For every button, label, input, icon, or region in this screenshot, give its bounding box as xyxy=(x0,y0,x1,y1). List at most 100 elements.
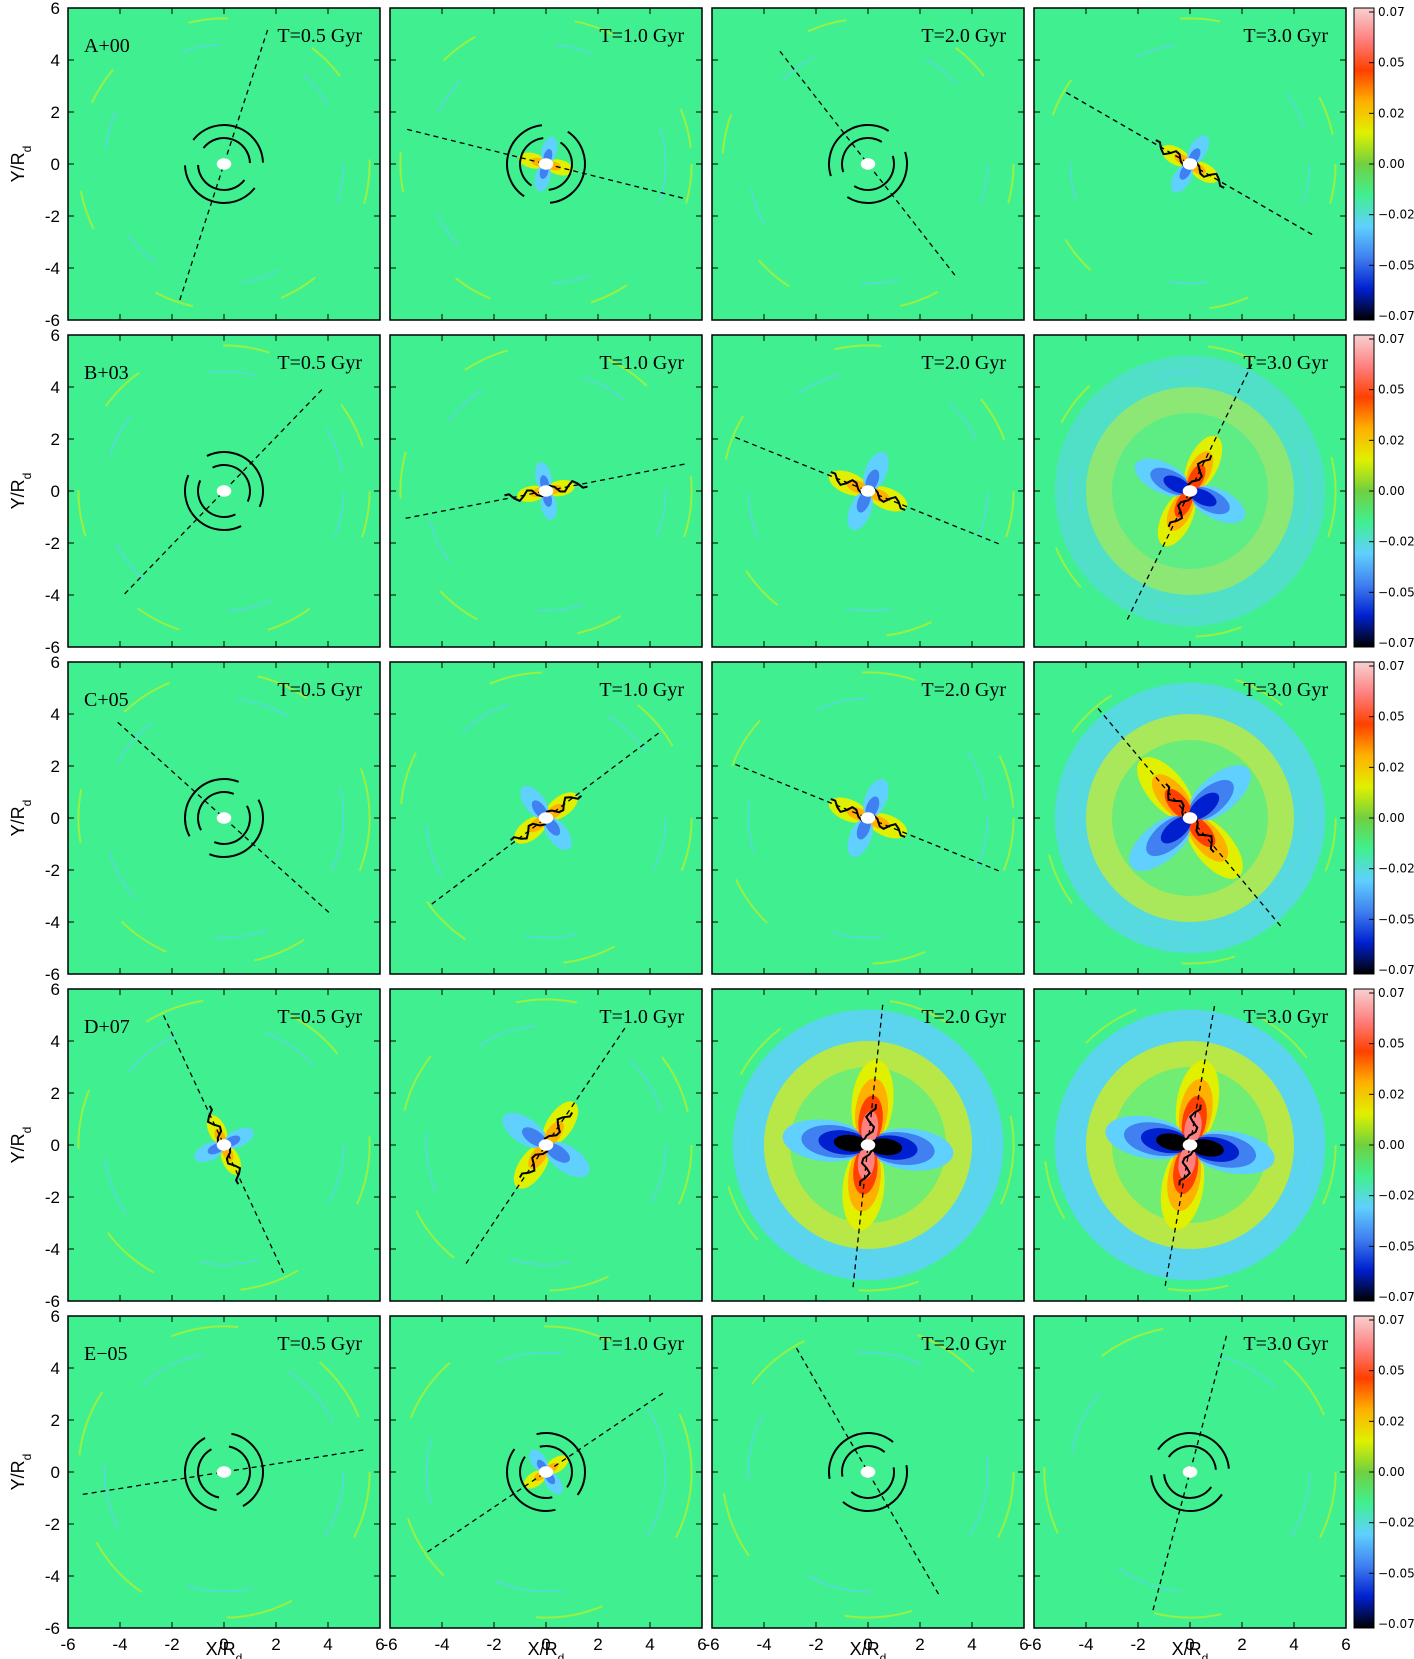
x-tick-label: 0 xyxy=(863,1635,872,1654)
bar-axis-line xyxy=(779,50,957,278)
center-marker xyxy=(216,812,232,824)
x-tick-label: 4 xyxy=(645,1635,654,1654)
bar-axis-line xyxy=(735,763,1001,873)
ridge-arc xyxy=(1167,1445,1217,1470)
x-tick-label: -6 xyxy=(704,1635,719,1654)
panel-1-3: T=3.0 Gyr xyxy=(1033,334,1347,648)
panel-time-label: T=3.0 Gyr xyxy=(1243,25,1328,47)
colorbar-tick-label: 0.07 xyxy=(1378,986,1405,1000)
ridge-arc xyxy=(846,151,908,204)
panel-2-0: -6 -4 -2 0 2 4 6 T=0.5 Gyr C+05 xyxy=(45,653,381,984)
outer-arc xyxy=(103,1024,345,1266)
center-marker xyxy=(860,1139,876,1151)
outer-arc xyxy=(103,697,345,939)
ridge-arc xyxy=(548,141,573,191)
bar-axis-line xyxy=(82,1448,366,1496)
y-tick-label: 2 xyxy=(51,1084,60,1103)
bar-axis-line xyxy=(405,463,687,519)
y-tick-label: -6 xyxy=(45,311,60,330)
panel-0-1: T=1.0 Gyr xyxy=(389,7,703,321)
outer-arc xyxy=(399,671,693,965)
outer-arc xyxy=(103,1351,345,1593)
colorbar-tick-label: 0.02 xyxy=(1378,760,1405,774)
colorbar-tick-label: 0.07 xyxy=(1378,659,1405,673)
x-tick-label: -2 xyxy=(164,1635,179,1654)
panel-4-0: -6-6 -4 -4 -2 -2 0 0 2 2 4 4 6 6 T=0.5 Gyr E−05 xyxy=(45,1307,385,1654)
colorbar-tick-label: 0.00 xyxy=(1378,811,1405,825)
y-tick-label: 2 xyxy=(51,1411,60,1430)
panel-time-label: T=1.0 Gyr xyxy=(599,352,684,374)
colorbar-tick-label: −0.02 xyxy=(1378,862,1414,876)
colorbar-tick-label: 0.00 xyxy=(1378,1138,1405,1152)
center-marker xyxy=(538,158,554,170)
y-tick-label: -4 xyxy=(45,1240,60,1259)
colorbar-tick-label: 0.02 xyxy=(1378,1414,1405,1428)
y-tick-label: 0 xyxy=(51,155,60,174)
ridge-arc xyxy=(202,137,251,164)
panel-time-label: T=0.5 Gyr xyxy=(277,1333,362,1355)
ridge-arc xyxy=(209,799,264,858)
outer-arc xyxy=(747,1351,989,1593)
colorbar-tick-label: −0.07 xyxy=(1378,963,1414,977)
bar-axis-line xyxy=(431,731,661,905)
model-id-label: E−05 xyxy=(84,1343,128,1365)
bar-axis-line xyxy=(1126,362,1254,620)
ridge-arc xyxy=(506,1448,556,1512)
ridge-arc xyxy=(850,1467,895,1499)
center-marker xyxy=(216,1466,232,1478)
colorbar-tick-label: 0.07 xyxy=(1378,5,1405,19)
panel-time-label: T=3.0 Gyr xyxy=(1243,1006,1328,1028)
ridge-arc xyxy=(212,464,251,502)
x-tick-label: -2 xyxy=(808,1635,823,1654)
ridge-arc xyxy=(549,130,586,204)
center-marker xyxy=(860,485,876,497)
x-tick-label: 4 xyxy=(967,1635,976,1654)
ridge-arc xyxy=(197,480,236,518)
y-tick-label: -6 xyxy=(45,638,60,657)
x-tick-label: -6 xyxy=(1026,1635,1041,1654)
outer-arc xyxy=(1043,671,1337,965)
colorbar-tick-label: 0.07 xyxy=(1378,332,1405,346)
x-tick-label: -2 xyxy=(1130,1635,1145,1654)
y-tick-label: -4 xyxy=(45,259,60,278)
outer-arc xyxy=(425,1351,667,1593)
y-tick-label: 6 xyxy=(51,1307,60,1326)
y-tick-label: 0 xyxy=(51,809,60,828)
y-tick-label: -4 xyxy=(45,1567,60,1586)
outer-arc xyxy=(1043,1325,1337,1619)
outer-arc xyxy=(1069,1351,1311,1593)
panel-time-label: T=1.0 Gyr xyxy=(599,25,684,47)
ridge-arc xyxy=(184,1437,217,1512)
outer-arc xyxy=(1069,43,1311,285)
colorbar-tick-label: −0.07 xyxy=(1378,309,1414,323)
center-marker xyxy=(860,1466,876,1478)
x-axis-label: X/Rd xyxy=(850,1639,887,1659)
panel-0-0: -6 -4 -2 0 2 4 6 T=0.5 Gyr A+00 xyxy=(45,0,381,330)
panel-2-3: T=3.0 Gyr xyxy=(1033,661,1347,975)
outer-arc xyxy=(399,344,693,638)
y-tick-label: -4 xyxy=(45,586,60,605)
outer-arc xyxy=(425,697,667,939)
y-tick-label: -2 xyxy=(45,1188,60,1207)
x-tick-label: 2 xyxy=(271,1635,280,1654)
panel-0-2: T=2.0 Gyr xyxy=(711,7,1025,321)
center-marker xyxy=(216,158,232,170)
colorbar-tick-label: 0.02 xyxy=(1378,106,1405,120)
bar-axis-line xyxy=(179,27,269,301)
colorbar-tick-label: 0.05 xyxy=(1378,1037,1405,1051)
model-id-label: A+00 xyxy=(84,35,130,57)
bar-axis-line xyxy=(124,387,324,595)
panel-time-label: T=0.5 Gyr xyxy=(277,352,362,374)
ridge-arc xyxy=(519,137,544,187)
y-tick-label: -4 xyxy=(45,913,60,932)
ridge-arc xyxy=(197,791,235,831)
x-tick-label: 6 xyxy=(375,1635,384,1654)
colorbar-tick-label: −0.05 xyxy=(1378,258,1414,272)
x-tick-label: 2 xyxy=(1237,1635,1246,1654)
outer-arc xyxy=(1043,17,1337,311)
panel-1-1: T=1.0 Gyr xyxy=(389,334,703,648)
bar-axis-line xyxy=(1065,91,1315,237)
y-tick-label: 6 xyxy=(51,653,60,672)
negative-lobe xyxy=(1189,1139,1224,1157)
